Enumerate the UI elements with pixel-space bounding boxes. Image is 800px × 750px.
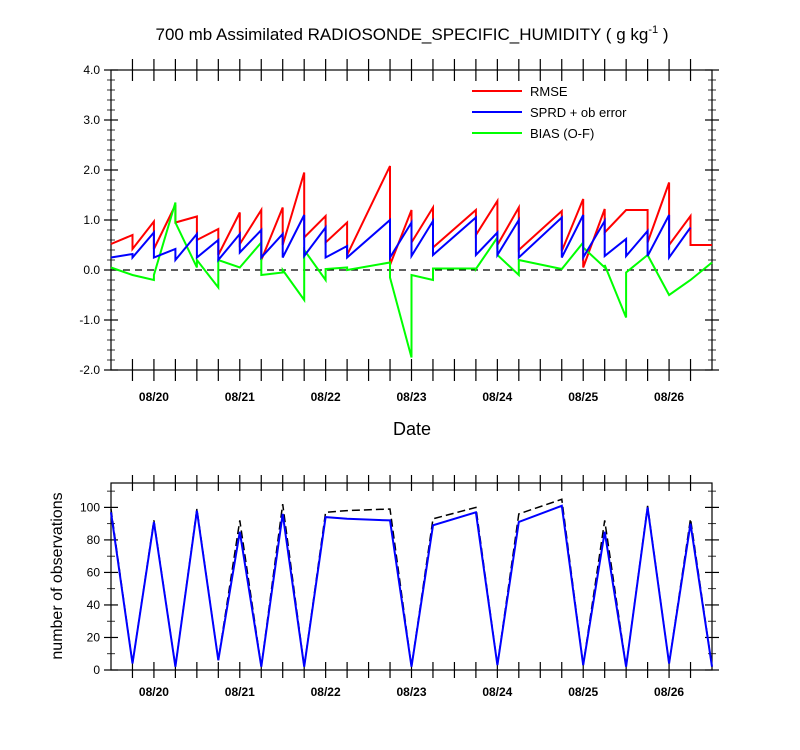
y-tick-label: 3.0 — [83, 113, 100, 127]
y-tick-label: 20 — [87, 630, 101, 644]
x-tick-label: 08/24 — [482, 685, 512, 699]
bottom-plot: 08/20 08/21 08/22 08/23 08/24 08/25 08/26 0 20 40… — [80, 475, 719, 699]
x-tick-label: 08/26 — [654, 390, 684, 404]
series-line-bias-o-f — [110, 202, 713, 358]
y-tick-label: 0.0 — [83, 263, 100, 277]
y-tick-label: 40 — [87, 598, 101, 612]
series-line-assimilated — [110, 504, 713, 667]
x-tick-label: 08/24 — [482, 390, 512, 404]
x-tick-label: 08/22 — [311, 685, 341, 699]
x-tick-label: 08/21 — [225, 390, 255, 404]
x-tick-label: 08/25 — [568, 685, 598, 699]
y-tick-label: 100 — [80, 500, 100, 514]
y-tick-label: 2.0 — [83, 163, 100, 177]
y-tick-label: 60 — [87, 565, 101, 579]
y-tick-label: 0 — [93, 663, 100, 677]
x-tick-label: 08/20 — [139, 390, 169, 404]
x-tick-label: 08/21 — [225, 685, 255, 699]
x-tick-label: 08/26 — [654, 685, 684, 699]
top-plot: 08/20 08/21 08/22 08/23 08/24 08/25 08/26 -2.0 -… — [79, 59, 719, 404]
y-axis-label: number of observations — [49, 492, 66, 659]
y-tick-label: 80 — [87, 533, 101, 547]
x-tick-label: 08/22 — [311, 390, 341, 404]
y-tick-label: -2.0 — [79, 363, 100, 377]
legend-label-rmse: RMSE — [530, 84, 568, 99]
y-tick-label: -1.0 — [79, 313, 100, 327]
chart-title: 700 mb Assimilated RADIOSONDE_SPECIFIC_H… — [156, 24, 669, 44]
legend-label-sprd-ob-error: SPRD + ob error — [530, 105, 627, 120]
y-tick-label: 4.0 — [83, 63, 100, 77]
x-tick-label: 08/20 — [139, 685, 169, 699]
y-tick-label: 1.0 — [83, 213, 100, 227]
x-tick-label: 08/23 — [396, 685, 426, 699]
x-axis-label: Date — [393, 419, 431, 439]
x-tick-label: 08/25 — [568, 390, 598, 404]
legend-label-bias-o-f: BIAS (O-F) — [530, 126, 594, 141]
x-tick-label: 08/23 — [396, 390, 426, 404]
series-line-sprd-ob-error — [110, 214, 692, 263]
